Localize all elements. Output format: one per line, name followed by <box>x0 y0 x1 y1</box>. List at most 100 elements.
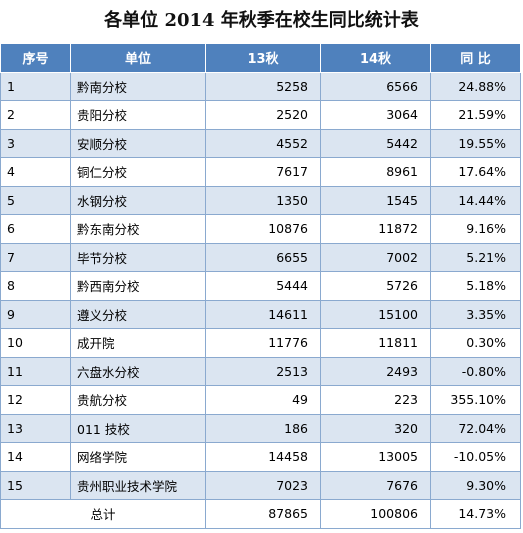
table-cell: 11 <box>0 356 71 386</box>
table-cell: 186 <box>205 413 321 443</box>
table-cell: 11776 <box>205 328 321 358</box>
table-cell: 3 <box>0 128 71 158</box>
table-cell: 7676 <box>320 470 431 500</box>
table-cell: 13005 <box>320 442 431 472</box>
table-cell: 6566 <box>320 71 431 101</box>
table-cell: 24.88% <box>430 71 521 101</box>
table-cell: 铜仁分校 <box>70 157 206 187</box>
table-cell: 成开院 <box>70 328 206 358</box>
table-cell: 3064 <box>320 100 431 130</box>
table-cell: 2 <box>0 100 71 130</box>
table-cell: 安顺分校 <box>70 128 206 158</box>
table-cell: 223 <box>320 385 431 415</box>
table-cell: 1 <box>0 71 71 101</box>
table-cell: 17.64% <box>430 157 521 187</box>
table-row: 6 黔东南分校 10876 11872 9.16% <box>0 214 521 244</box>
table-row: 7 毕节分校 6655 7002 5.21% <box>0 242 521 272</box>
table-row: 5 水钢分校 1350 1545 14.44% <box>0 185 521 215</box>
table-cell: 9.30% <box>430 470 521 500</box>
table-cell: 贵州职业技术学院 <box>70 470 206 500</box>
table-cell: 0.30% <box>430 328 521 358</box>
table-cell: 14.73% <box>430 499 521 529</box>
table-cell: 9.16% <box>430 214 521 244</box>
header-row: 序号 单位 13秋 14秋同 比 <box>0 43 521 73</box>
table-cell: 3.35% <box>430 299 521 329</box>
table-cell: 黔东南分校 <box>70 214 206 244</box>
table-cell: 1545 <box>320 185 431 215</box>
table-cell: 1350 <box>205 185 321 215</box>
table-row: 4 铜仁分校 7617 8961 17.64% <box>0 157 521 187</box>
table-cell: 5442 <box>320 128 431 158</box>
column-header: 13秋 <box>205 43 321 73</box>
table-cell: 14 <box>0 442 71 472</box>
table-cell: 100806 <box>320 499 431 529</box>
table-row: 11 六盘水分校 2513 2493 -0.80% <box>0 356 521 386</box>
table-row: 3 安顺分校 4552 5442 19.55% <box>0 128 521 158</box>
table-cell: 黔南分校 <box>70 71 206 101</box>
table-cell: 遵义分校 <box>70 299 206 329</box>
table-cell: 网络学院 <box>70 442 206 472</box>
table-cell: 7 <box>0 242 71 272</box>
table-cell: 19.55% <box>430 128 521 158</box>
table-cell: 黔西南分校 <box>70 271 206 301</box>
table-cell: 8961 <box>320 157 431 187</box>
table-cell: 9 <box>0 299 71 329</box>
table-cell: 7617 <box>205 157 321 187</box>
title: 各单位 2014 年秋季在校生同比统计表 <box>104 10 419 31</box>
table-cell: 011 技校 <box>70 413 206 443</box>
table-cell: 毕节分校 <box>70 242 206 272</box>
table-row: 12 贵航分校 49 223 355.10% <box>0 385 521 415</box>
table-row: 15 贵州职业技术学院 7023 7676 9.30% <box>0 470 521 500</box>
table-cell: 5726 <box>320 271 431 301</box>
total-label: 总计 <box>0 499 206 529</box>
table-cell: 4 <box>0 157 71 187</box>
table-cell: 10 <box>0 328 71 358</box>
table-cell: 5.18% <box>430 271 521 301</box>
table-cell: 11811 <box>320 328 431 358</box>
table-row: 13 011 技校 186 320 72.04% <box>0 413 521 443</box>
table-row: 8 黔西南分校 5444 5726 5.18% <box>0 271 521 301</box>
table-body: 1 黔南分校 5258 6566 24.88% 2 贵阳分校 2520 3064 21.59% 3 安… <box>0 71 521 529</box>
column-header: 14秋 <box>320 43 431 73</box>
table-cell: 14.44% <box>430 185 521 215</box>
table-row: 2 贵阳分校 2520 3064 21.59% <box>0 100 521 130</box>
table-cell: 11872 <box>320 214 431 244</box>
table-cell: 6655 <box>205 242 321 272</box>
table-cell: 6 <box>0 214 71 244</box>
table-cell: 水钢分校 <box>70 185 206 215</box>
table-cell: 2513 <box>205 356 321 386</box>
table-cell: 7002 <box>320 242 431 272</box>
table-cell: 贵航分校 <box>70 385 206 415</box>
column-header: 单位 <box>70 43 206 73</box>
table-cell: 5 <box>0 185 71 215</box>
table-row: 10 成开院 11776 11811 0.30% <box>0 328 521 358</box>
table-cell: 5444 <box>205 271 321 301</box>
table-cell: 2493 <box>320 356 431 386</box>
table-cell: 8 <box>0 271 71 301</box>
table-cell: 320 <box>320 413 431 443</box>
column-header: 序号 <box>0 43 71 73</box>
table-cell: 10876 <box>205 214 321 244</box>
table-cell: 49 <box>205 385 321 415</box>
table-cell: -10.05% <box>430 442 521 472</box>
column-header: 同 比 <box>430 43 521 73</box>
total-row: 总计 87865 100806 14.73% <box>0 499 521 529</box>
table-cell: 12 <box>0 385 71 415</box>
table-cell: 72.04% <box>430 413 521 443</box>
table-cell: 13 <box>0 413 71 443</box>
table-cell: 21.59% <box>430 100 521 130</box>
table-row: 14 网络学院 14458 13005 -10.05% <box>0 442 521 472</box>
table-cell: 14458 <box>205 442 321 472</box>
table-cell: -0.80% <box>430 356 521 386</box>
table-cell: 7023 <box>205 470 321 500</box>
table-cell: 2520 <box>205 100 321 130</box>
table-cell: 5.21% <box>430 242 521 272</box>
table-cell: 87865 <box>205 499 321 529</box>
table-cell: 贵阳分校 <box>70 100 206 130</box>
table-row: 9 遵义分校 14611 15100 3.35% <box>0 299 521 329</box>
table-cell: 355.10% <box>430 385 521 415</box>
table-cell: 5258 <box>205 71 321 101</box>
table-cell: 六盘水分校 <box>70 356 206 386</box>
table-cell: 4552 <box>205 128 321 158</box>
